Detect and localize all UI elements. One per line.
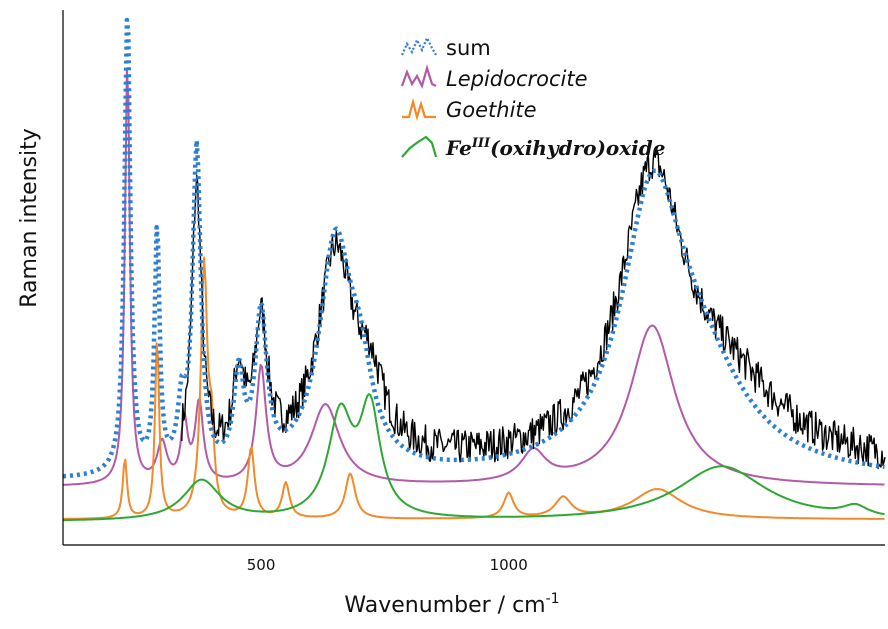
x-tick-label: 1000: [490, 556, 528, 574]
legend-label-feoxihydrooxide: FeIII(oxihydro)oxide: [445, 136, 665, 160]
legend-item-lepidocrocite: Lepidocrocite: [400, 64, 588, 91]
legend-label-sum: sum: [446, 36, 491, 60]
series-layer: [62, 17, 886, 522]
legend-label-fe-rest: (oxihydro)oxide: [490, 136, 665, 160]
y-axis-label: Raman intensity: [17, 128, 42, 308]
legend-label-fe: Fe: [445, 136, 472, 160]
legend-label-lepidocrocite: Lepidocrocite: [446, 67, 588, 91]
legend-item-goethite: Goethite: [402, 97, 537, 122]
legend-label-fe-superscript: III: [471, 136, 491, 151]
legend-swatch-sum: [400, 35, 437, 56]
legend-swatch-goethite: [402, 97, 436, 121]
legend-item-feoxihydrooxide: FeIII(oxihydro)oxide: [401, 135, 665, 160]
series-line-experimental: [181, 149, 886, 470]
x-axis-label-main: Wavenumber / cm: [344, 593, 545, 618]
x-axis-label-superscript: -1: [546, 591, 560, 607]
legend: sum Lepidocrocite Goethite FeIII(oxihydr…: [400, 35, 665, 160]
x-tick-label: 500: [247, 556, 276, 574]
series-line-goethite: [63, 256, 885, 520]
legend-item-sum: sum: [400, 35, 491, 60]
legend-swatch-feoxihydrooxide: [401, 135, 438, 158]
x-axis-label: Wavenumber / cm-1: [344, 591, 559, 618]
legend-label-goethite: Goethite: [446, 98, 537, 122]
series-line-fe-oxihydro-oxide: [62, 393, 885, 522]
x-tick-layer: 500 1000: [247, 556, 528, 574]
series-line-lepidocrocite: [63, 67, 885, 486]
legend-swatch-lepidocrocite: [400, 64, 437, 90]
series-line-sum: [62, 17, 886, 479]
